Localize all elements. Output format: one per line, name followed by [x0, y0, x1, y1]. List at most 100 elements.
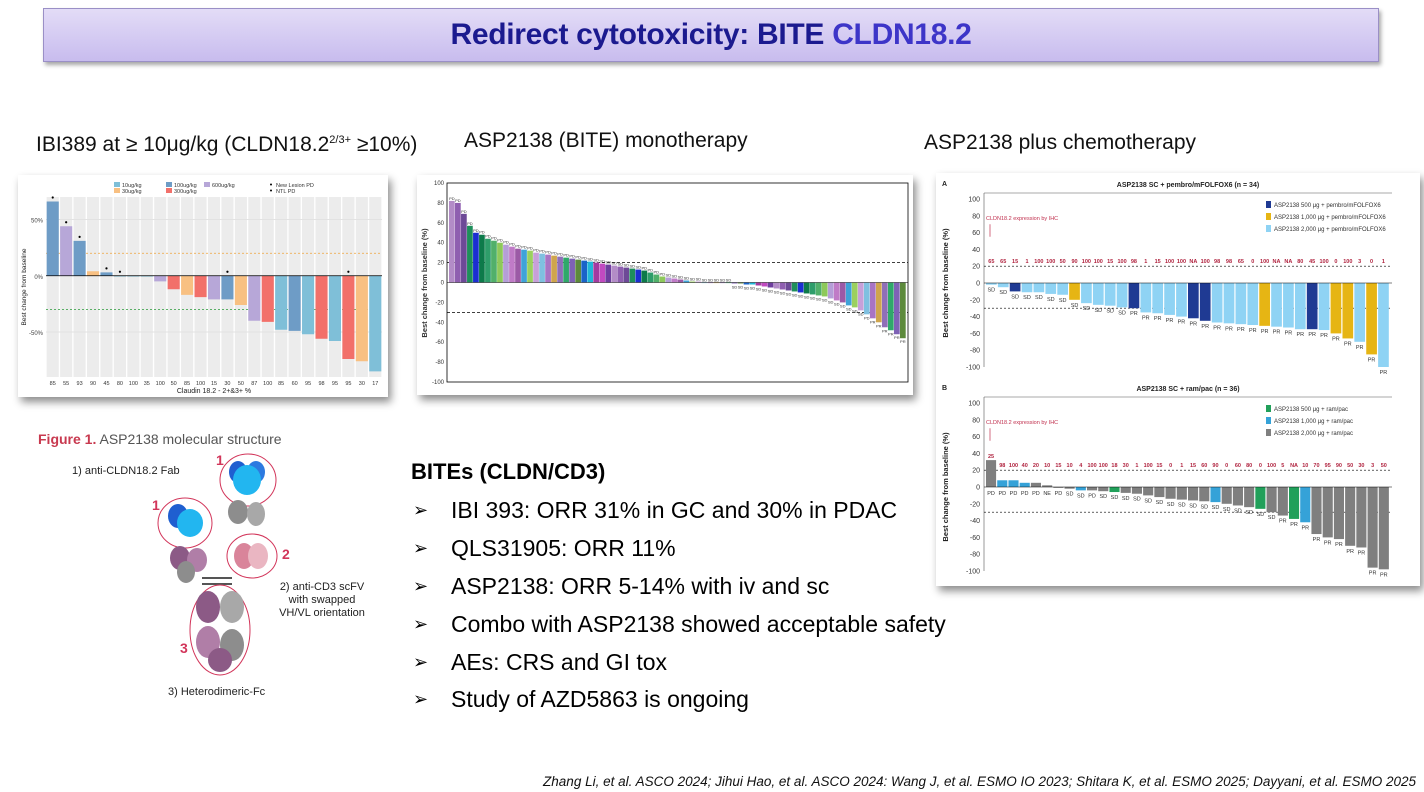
response-label: SD: [1167, 502, 1175, 508]
response-label: PR: [1308, 332, 1316, 338]
bar-label: SD: [684, 276, 690, 281]
bar: [839, 282, 846, 303]
bar-label: PD: [569, 254, 575, 259]
bar-label: SD: [750, 285, 756, 290]
x-tick-label: 93: [77, 381, 83, 387]
y-tick-label: -80: [970, 552, 980, 559]
bar-label: PR: [870, 319, 876, 324]
response-label: PD: [1021, 491, 1029, 497]
label-anti-cd3-line3: VH/VL orientation: [279, 607, 365, 619]
ihc-value: 100: [1343, 259, 1352, 265]
panel-title: ASP2138 SC + pembro/mFOLFOX6 (n = 34): [1117, 182, 1259, 189]
y-axis-label: Best change from baseline (%): [941, 228, 950, 338]
bar: [1210, 487, 1221, 503]
ihc-value: 98: [1214, 259, 1220, 265]
bar: [1199, 283, 1211, 321]
bar: [1188, 283, 1199, 319]
y-tick-label: 50%: [31, 219, 44, 225]
response-label: SD: [1071, 303, 1079, 309]
ihc-value: 1: [1135, 463, 1138, 469]
legend-label: New Lesion PD: [276, 183, 314, 189]
figure-caption: Figure 1. ASP2138 molecular structure: [38, 431, 282, 447]
ihc-value: 100: [1046, 259, 1055, 265]
y-tick-label: 80: [437, 201, 444, 207]
response-label: PR: [1142, 315, 1150, 321]
bar: [1199, 487, 1210, 502]
y-tick-label: 100: [434, 181, 445, 187]
title-accent: CLDN18.2: [832, 18, 972, 51]
bar-label: PD: [545, 250, 551, 255]
response-label: SD: [1212, 505, 1220, 511]
x-tick-label: 55: [63, 381, 69, 387]
bar-label: SD: [732, 284, 738, 289]
ch-domain-right-a: [228, 500, 248, 524]
bar-label: SD: [726, 278, 732, 283]
new-lesion-marker: [226, 270, 229, 273]
bar-label: SD: [593, 258, 599, 263]
bar: [785, 282, 792, 291]
slide-title: Redirect cytotoxicity: BITE CLDN18.2: [450, 18, 971, 52]
legend-label: ASP2138 2,000 μg + ram/pac: [1274, 431, 1353, 437]
bar: [887, 282, 894, 331]
ihc-value: 100: [1201, 259, 1210, 265]
bar: [593, 262, 600, 283]
y-tick-label: -50%: [29, 331, 44, 337]
bar: [779, 282, 786, 290]
ihc-value: 60: [1235, 463, 1241, 469]
response-label: SD: [1066, 492, 1074, 498]
bar: [881, 282, 888, 328]
ihc-value: 30: [1358, 463, 1364, 469]
response-label: SD: [1094, 308, 1102, 314]
y-tick-label: 20: [972, 264, 980, 271]
bar: [1232, 487, 1243, 506]
bar: [1247, 283, 1259, 325]
bar: [986, 460, 997, 487]
figure-caption-label: Figure 1.: [38, 431, 97, 447]
bar: [857, 282, 864, 311]
bar-label: PD: [485, 234, 491, 239]
bar-label: SD: [678, 275, 684, 280]
bar: [821, 282, 828, 297]
bar: [1087, 487, 1098, 491]
response-label: PR: [1380, 572, 1388, 578]
fab-circle-right: [219, 453, 277, 507]
bar: [1322, 487, 1333, 538]
bar-label: PD: [449, 196, 455, 201]
bar: [1128, 283, 1140, 309]
ch-domain-right-b: [247, 502, 265, 526]
y-tick-label: -20: [970, 501, 980, 508]
bar-label: SD: [744, 285, 750, 290]
response-label: PR: [1320, 333, 1328, 339]
legend-label: NTL PD: [276, 189, 295, 195]
bar-label: PD: [527, 246, 533, 251]
bar-label: SD: [690, 277, 696, 282]
references: Zhang Li, et al. ASCO 2024; Jihui Hao, e…: [543, 774, 1416, 789]
bullet-text: Study of AZD5863 is ongoing: [451, 686, 749, 713]
bar: [827, 282, 834, 299]
bar: [617, 266, 624, 283]
bar: [863, 282, 870, 315]
ihc-value: 30: [1123, 463, 1129, 469]
bar: [1255, 487, 1266, 509]
bar: [1081, 283, 1092, 304]
response-label: SD: [1011, 294, 1019, 300]
response-label: PR: [1166, 318, 1174, 324]
y-tick-label: -20: [435, 300, 444, 306]
number-1-left: 1: [152, 497, 160, 513]
ihc-value: 25: [988, 454, 994, 460]
bar-label: PD: [533, 248, 539, 253]
x-tick-label: 17: [372, 381, 378, 387]
bar: [1154, 487, 1165, 498]
bar: [833, 282, 840, 301]
ihc-value: 0: [1259, 463, 1262, 469]
bar: [587, 261, 594, 283]
bar-label: SD: [822, 297, 828, 302]
legend-marker: [270, 183, 272, 186]
response-label: PD: [998, 491, 1006, 497]
bar: [1019, 482, 1030, 487]
ihc-value: 100: [1267, 463, 1276, 469]
bar: [1098, 487, 1109, 492]
x-tick-label: 90: [90, 381, 96, 387]
bar: [1259, 283, 1270, 326]
bar: [851, 282, 858, 308]
